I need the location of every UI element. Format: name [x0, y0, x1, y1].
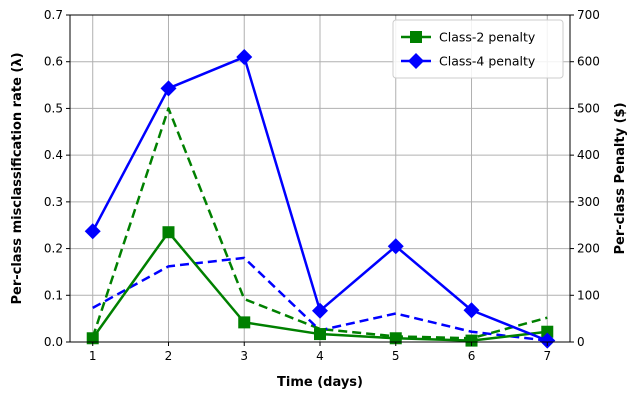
class2-point [389, 332, 402, 345]
class4-point [236, 49, 253, 66]
legend-square-marker [410, 31, 422, 43]
y-tick-label-right: 0 [577, 335, 585, 349]
x-tick-label: 3 [240, 349, 248, 363]
legend-label: Class-4 penalty [439, 54, 536, 69]
class2-point [541, 325, 554, 338]
class4-point [463, 302, 480, 319]
ticks: 1 2 3 4 5 6 7 0.0 0.1 0.2 0.3 0.4 0.5 0.6 0.7 0 100 200 30… [44, 8, 600, 363]
x-tick-label: 5 [392, 349, 400, 363]
class4-point [539, 332, 556, 349]
y-tick-label-right: 300 [577, 195, 600, 209]
class4-point [160, 80, 177, 97]
y-tick-label-right: 500 [577, 101, 600, 115]
y-axis-label-left: Per-class misclassification rate (λ) [10, 52, 25, 304]
y-axis-label-right: Per-class Penalty ($) [613, 102, 628, 254]
x-tick-label: 6 [468, 349, 476, 363]
legend-label: Class-2 penalty [439, 30, 536, 45]
series-group [84, 49, 556, 349]
y-tick-label-right: 700 [577, 8, 600, 22]
x-tick-label: 1 [89, 349, 97, 363]
class4-point [84, 223, 101, 240]
class4-point [387, 238, 404, 255]
x-tick-label: 2 [165, 349, 173, 363]
y-tick-label-left: 0.5 [44, 101, 63, 115]
class2-point [314, 328, 326, 341]
y-tick-label-right: 400 [577, 148, 600, 162]
x-axis-label: Time (days) [277, 375, 363, 390]
class2-point [465, 334, 478, 347]
y-tick-label-left: 0.0 [44, 335, 63, 349]
x-tick-label: 7 [543, 349, 551, 363]
class2-point [86, 332, 99, 345]
y-tick-label-left: 0.1 [44, 288, 63, 302]
class2-point [162, 226, 175, 239]
y-tick-label-left: 0.6 [44, 55, 63, 69]
y-tick-label-right: 100 [577, 288, 600, 302]
y-tick-label-left: 0.7 [44, 8, 63, 22]
legend-box [392, 19, 564, 79]
y-tick-label-left: 0.2 [44, 242, 63, 256]
x-tick-label: 4 [316, 349, 324, 363]
y-tick-label-right: 200 [577, 242, 600, 256]
y-tick-label-left: 0.3 [44, 195, 63, 209]
y-tick-label-right: 600 [577, 55, 600, 69]
legend: Class-2 penalty Class-4 penalty [392, 19, 564, 79]
class4-point [312, 302, 328, 319]
legend-diamond-marker [408, 53, 424, 69]
y-tick-label-left: 0.4 [44, 148, 63, 162]
class2-point [238, 316, 251, 329]
